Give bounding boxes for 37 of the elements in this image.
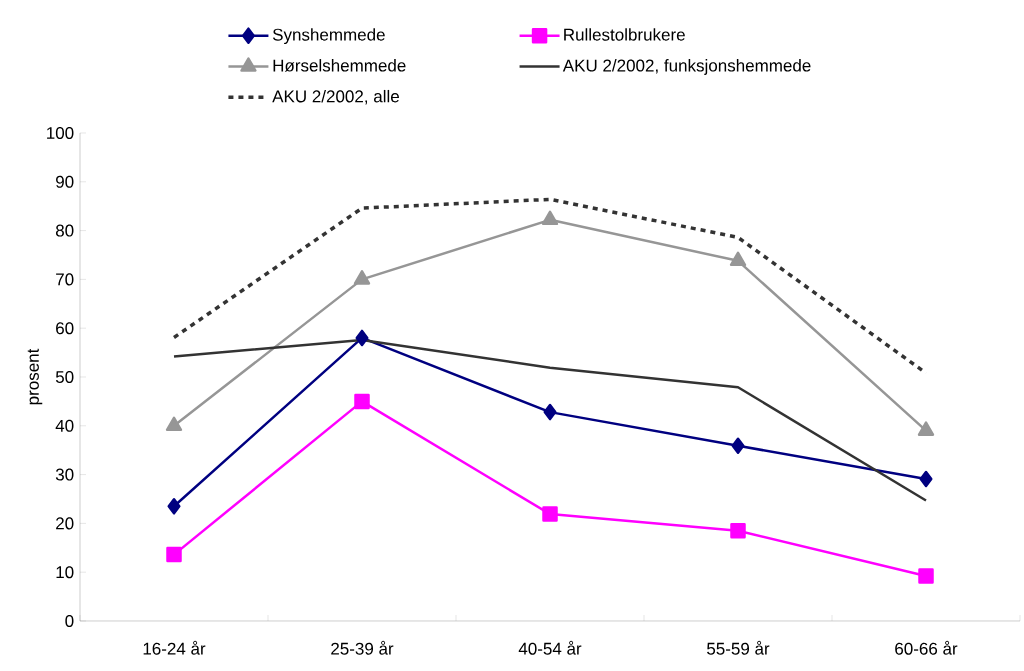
point: [730, 522, 746, 539]
point: [542, 506, 558, 522]
y-tick-label: 20: [56, 517, 74, 530]
x-tick-label: 60-66 år: [895, 640, 958, 655]
y-tick-label: 80: [55, 224, 74, 237]
y-tick-label: 30: [55, 468, 74, 481]
legend-label: Rullestolbrukere: [564, 28, 685, 41]
legend-label: Hørselshemmede: [273, 59, 406, 72]
point: [355, 329, 369, 347]
point: [167, 498, 181, 515]
y-tick-label: 40: [55, 419, 74, 432]
y-tick-label: 70: [56, 273, 74, 286]
legend-label: Synshemmede: [272, 28, 385, 45]
point: [354, 393, 370, 410]
x-tick-label: 55-59 år: [707, 640, 770, 655]
x-tick-label: 25-39 år: [331, 640, 394, 655]
y-tick-label: 50: [55, 370, 74, 384]
x-tick-label: 40-54 år: [518, 640, 582, 655]
point: [165, 416, 183, 432]
point: [731, 437, 745, 455]
point: [917, 421, 935, 436]
point: [353, 270, 371, 285]
y-axis-title: prosent: [27, 348, 43, 405]
y-tick-label: 10: [56, 566, 74, 579]
legend-label: AKU 2/2002, funksjonshemmede: [562, 59, 811, 75]
point: [543, 403, 557, 421]
point: [541, 210, 559, 226]
y-tick-label: 90: [56, 175, 74, 188]
point: [919, 470, 933, 488]
y-tick-label: 60: [56, 322, 74, 335]
y-tick-label: 100: [47, 126, 74, 140]
y-tick-label: 0: [65, 614, 74, 628]
x-tick-label: 16-24 år: [143, 640, 206, 655]
point: [918, 568, 934, 584]
point: [166, 546, 182, 563]
point: [729, 251, 747, 267]
legend-label: AKU 2/2002, alle: [272, 89, 399, 105]
